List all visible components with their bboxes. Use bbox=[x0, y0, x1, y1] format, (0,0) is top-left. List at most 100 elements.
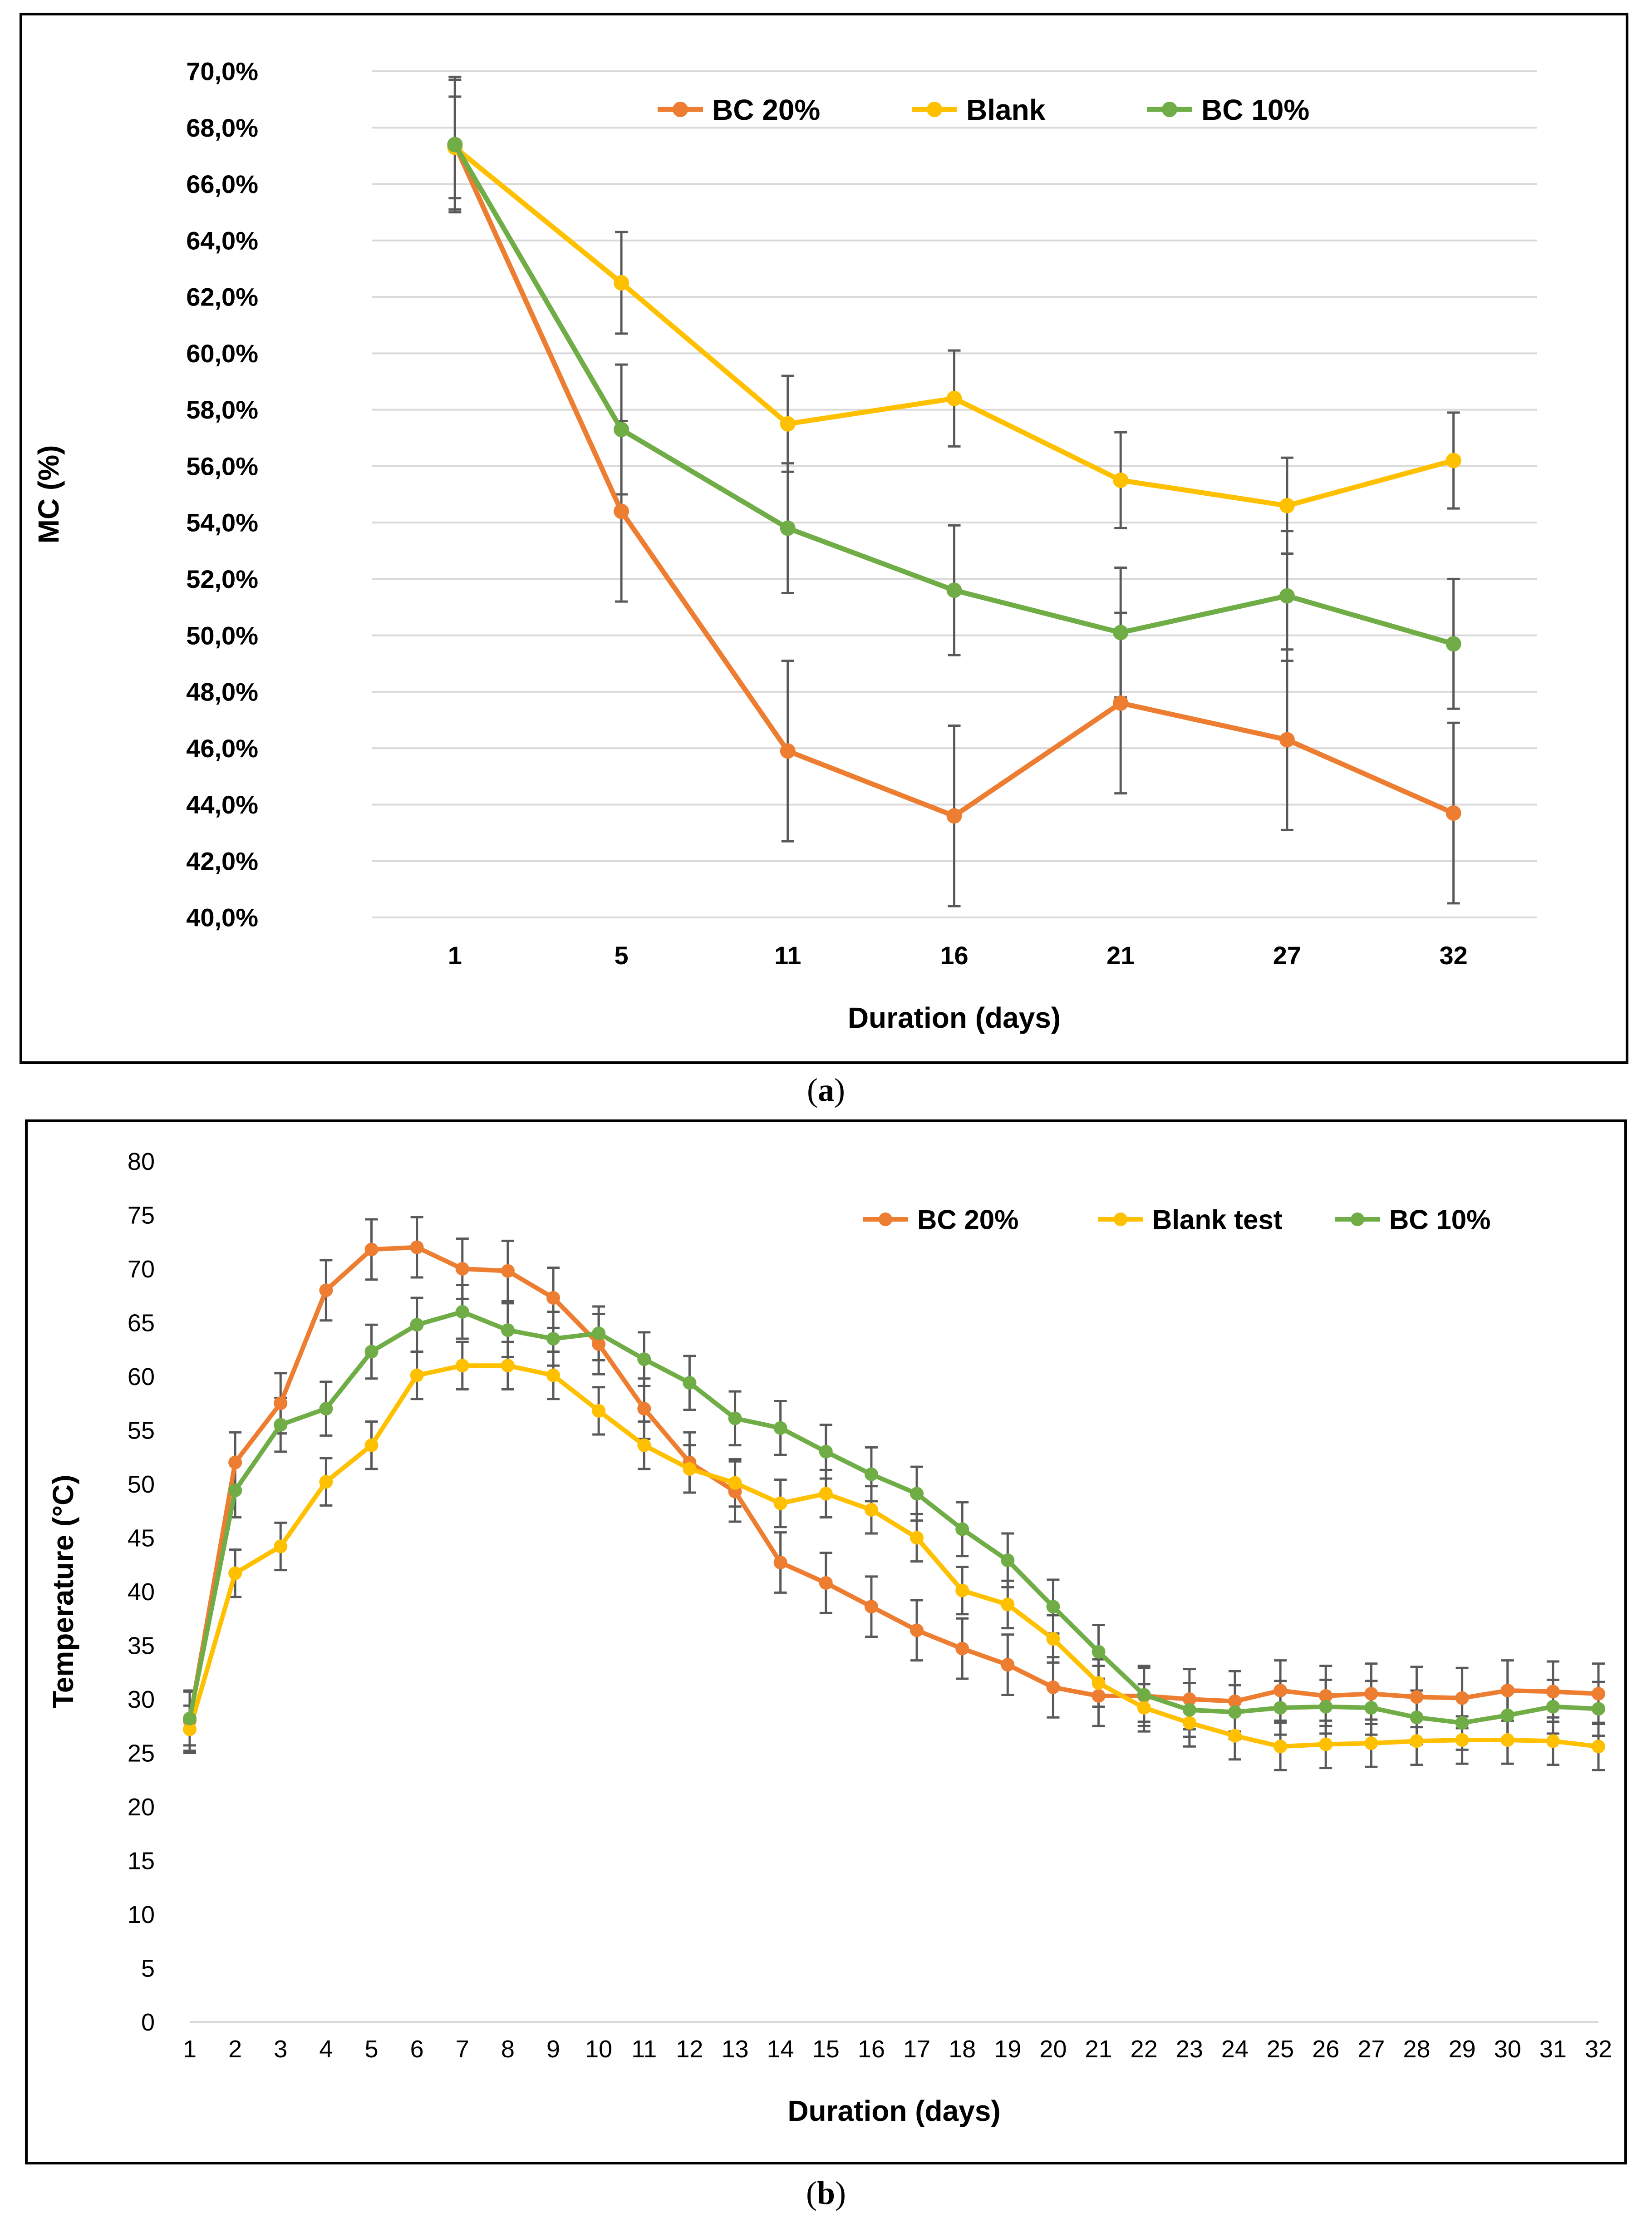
y-tick-label: 15 bbox=[128, 1847, 155, 1874]
data-point-bc20 bbox=[1182, 1692, 1196, 1706]
data-point-bc10 bbox=[946, 582, 962, 598]
y-tick-label: 45 bbox=[128, 1524, 155, 1552]
x-tick-label: 7 bbox=[456, 2036, 469, 2063]
data-point-blank bbox=[819, 1487, 833, 1501]
y-tick-label: 65 bbox=[128, 1309, 155, 1336]
data-point-bc20 bbox=[1092, 1689, 1106, 1703]
data-point-bc10 bbox=[501, 1323, 515, 1337]
x-tick-label: 24 bbox=[1221, 2036, 1249, 2063]
data-point-blank bbox=[728, 1476, 742, 1490]
data-point-bc10 bbox=[1446, 636, 1461, 652]
data-point-bc10 bbox=[1364, 1701, 1378, 1715]
y-axis-label: MC (%) bbox=[32, 445, 65, 544]
data-point-bc10 bbox=[780, 520, 796, 536]
y-tick-label: 80 bbox=[128, 1148, 155, 1175]
chart-panel-a: 40,0% 42,0% 44,0% 46,0% 48,0% 50,0% 52,0% 54,0%… bbox=[20, 13, 1628, 1064]
data-point-blank bbox=[455, 1359, 469, 1373]
series-line-bc20 bbox=[452, 142, 1456, 818]
legend-marker-bc10 bbox=[1162, 102, 1177, 117]
x-tick-label: 13 bbox=[722, 2036, 749, 2063]
x-tick-label: 27 bbox=[1273, 941, 1301, 970]
data-point-bc10 bbox=[1228, 1705, 1242, 1719]
y-tick-label: 55 bbox=[128, 1417, 155, 1444]
x-tick-label: 6 bbox=[410, 2036, 424, 2063]
data-point-bc10 bbox=[1279, 588, 1295, 604]
x-tick-label: 16 bbox=[940, 941, 968, 970]
caption-a: (a) bbox=[807, 1072, 845, 1108]
y-tick-label: 20 bbox=[128, 1794, 155, 1821]
x-tick-label: 17 bbox=[903, 2036, 930, 2063]
x-tick-label: 11 bbox=[631, 2036, 657, 2063]
x-tick-label: 9 bbox=[546, 2036, 560, 2063]
y-tick-label: 50 bbox=[128, 1471, 155, 1498]
y-tick-label: 40 bbox=[128, 1578, 155, 1606]
data-point-bc20 bbox=[819, 1576, 833, 1590]
data-point-bc20 bbox=[228, 1455, 242, 1469]
legend-label-blank: Blank test bbox=[1152, 1205, 1283, 1235]
data-point-bc20 bbox=[1500, 1684, 1514, 1698]
x-tick-label: 12 bbox=[676, 2036, 703, 2063]
legend-marker-bc10 bbox=[1351, 1213, 1364, 1226]
x-tick-label: 8 bbox=[501, 2036, 515, 2063]
x-tick-label: 27 bbox=[1357, 2036, 1385, 2063]
data-point-bc20 bbox=[1046, 1680, 1060, 1694]
x-tick-label: 16 bbox=[858, 2036, 885, 2063]
data-point-bc20 bbox=[455, 1262, 469, 1276]
data-point-bc10 bbox=[1001, 1553, 1015, 1568]
caption-b: (b) bbox=[806, 2175, 846, 2211]
data-point-bc10 bbox=[274, 1418, 288, 1432]
data-point-bc10 bbox=[447, 137, 463, 153]
data-point-bc20 bbox=[910, 1623, 924, 1637]
y-tick-label: 64,0% bbox=[186, 226, 258, 255]
y-tick-label: 46,0% bbox=[186, 734, 258, 763]
y-tick-label: 42,0% bbox=[186, 847, 258, 875]
data-point-bc10 bbox=[410, 1318, 424, 1332]
x-tick-label: 5 bbox=[364, 2036, 378, 2063]
x-tick-label: 31 bbox=[1539, 2036, 1567, 2063]
legend-label-blank: Blank bbox=[966, 94, 1046, 126]
data-point-bc10 bbox=[319, 1402, 333, 1416]
y-tick-label: 58,0% bbox=[186, 395, 258, 424]
legend-marker-bc20 bbox=[879, 1213, 892, 1226]
data-point-blank bbox=[410, 1368, 424, 1382]
data-point-bc20 bbox=[864, 1600, 878, 1614]
y-tick-label: 60 bbox=[128, 1363, 155, 1390]
y-tick-label: 25 bbox=[128, 1740, 155, 1767]
legend-label-bc10: BC 10% bbox=[1389, 1205, 1490, 1235]
data-point-blank bbox=[614, 275, 629, 291]
data-point-blank bbox=[1364, 1736, 1378, 1750]
data-point-blank bbox=[319, 1475, 333, 1489]
legend-marker-blank bbox=[927, 102, 942, 117]
data-point-blank bbox=[274, 1539, 288, 1553]
data-point-bc20 bbox=[773, 1556, 787, 1570]
data-point-bc10 bbox=[1546, 1700, 1560, 1714]
x-tick-label: 10 bbox=[585, 2036, 612, 2063]
data-point-bc20 bbox=[1364, 1687, 1378, 1701]
data-point-bc10 bbox=[864, 1467, 878, 1481]
data-point-blank bbox=[683, 1462, 697, 1476]
data-point-bc10 bbox=[592, 1326, 606, 1341]
data-point-bc10 bbox=[1137, 1688, 1151, 1702]
y-tick-label: 0 bbox=[141, 2009, 155, 2036]
data-point-bc10 bbox=[1273, 1701, 1288, 1715]
data-point-blank bbox=[1113, 472, 1129, 488]
data-point-bc10 bbox=[1319, 1700, 1333, 1714]
legend-label-bc20: BC 20% bbox=[712, 94, 820, 126]
y-tick-label: 66,0% bbox=[186, 170, 258, 198]
data-point-blank bbox=[1279, 498, 1295, 513]
y-tick-label: 52,0% bbox=[186, 565, 258, 593]
chart-panel-b: 0 5 10 15 20 25 30 35 40 45 50 55 60 65 70 75 80 1 2 3 4 5 6 7 8… bbox=[25, 1119, 1627, 2164]
data-point-bc10 bbox=[728, 1411, 742, 1425]
data-point-bc10 bbox=[228, 1484, 242, 1498]
legend-marker-blank bbox=[1114, 1213, 1127, 1226]
data-point-bc10 bbox=[955, 1522, 969, 1536]
data-point-blank bbox=[1500, 1733, 1514, 1747]
data-point-bc20 bbox=[1001, 1658, 1015, 1672]
legend-label-bc10: BC 10% bbox=[1201, 94, 1309, 126]
data-point-bc20 bbox=[946, 808, 962, 824]
x-tick-label: 23 bbox=[1176, 2036, 1203, 2063]
y-tick-label: 56,0% bbox=[186, 452, 258, 480]
data-point-blank bbox=[910, 1531, 924, 1545]
data-point-blank bbox=[864, 1503, 878, 1517]
